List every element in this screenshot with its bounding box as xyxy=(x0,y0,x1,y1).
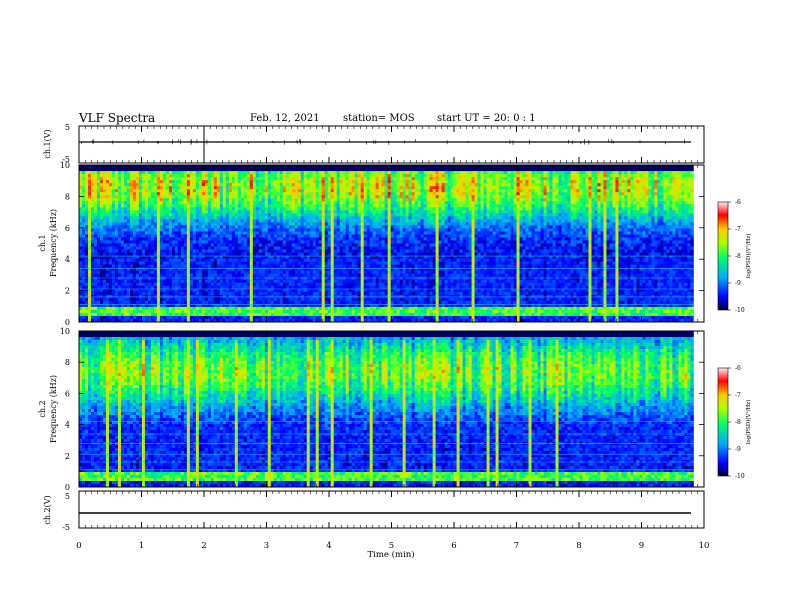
wf2-ylabel: ch.2(V) xyxy=(43,495,52,524)
wf1-ylabel: ch.1(V) xyxy=(43,129,52,158)
x-tick-label: 4 xyxy=(326,541,331,551)
panel-waveform-ch1: 5 -5 ch.1(V) xyxy=(43,123,704,164)
colorbar-ch2-ticks: -6 -7 -8 -9 -10 xyxy=(728,365,745,480)
colorbar-tick-label: -8 xyxy=(735,253,741,260)
x-tick-label: 7 xyxy=(514,541,519,551)
spec-ytick-label: 10 xyxy=(60,327,70,336)
spec2-ylabel-channel: ch.2 xyxy=(38,400,47,417)
panel-waveform-ch2: 5 -5 ch.2(V) xyxy=(43,491,704,532)
wf2-ytick-top: 5 xyxy=(65,492,70,501)
spec-ytick-label: 0 xyxy=(65,318,70,327)
colorbar-tick-label: -9 xyxy=(735,446,741,453)
colorbar-ch2 xyxy=(718,368,728,476)
spec-ytick-label: 8 xyxy=(65,358,70,367)
spec-ytick-label: 0 xyxy=(65,483,70,492)
x-tick-label: 1 xyxy=(139,541,144,551)
wf1-ytick-top: 5 xyxy=(65,123,70,132)
x-tick-label: 10 xyxy=(699,541,710,551)
colorbar-ch1 xyxy=(718,202,728,310)
spec-ytick-label: 10 xyxy=(60,161,70,170)
panel-spectrogram-ch2: 0 2 4 6 8 10 ch.2 Frequency (kHz) -6 -7 -8 -9 -10… xyxy=(38,327,752,492)
colorbar-tick-label: -6 xyxy=(735,365,741,372)
colorbar-ch1-label: log(PSD)(V²/Hz) xyxy=(745,234,752,279)
colorbar-tick-label: -7 xyxy=(735,226,741,233)
spec1-ylabel-channel: ch.1 xyxy=(38,234,47,251)
x-tick-label: 9 xyxy=(639,541,644,551)
spectrogram-ch2-image xyxy=(79,331,704,487)
wf2-ytick-bottom: -5 xyxy=(62,523,70,532)
colorbar-tick-label: -7 xyxy=(735,392,741,399)
spec-ytick-label: 6 xyxy=(65,224,70,233)
x-tick-label: 2 xyxy=(201,541,206,551)
colorbar-ch1-ticks: -6 -7 -8 -9 -10 xyxy=(728,199,745,314)
x-axis-label: Time (min) xyxy=(367,549,414,560)
x-tick-label: 8 xyxy=(576,541,581,551)
spec-ytick-label: 6 xyxy=(65,389,70,398)
colorbar-ch2-label: log(PSD)(V²/Hz) xyxy=(745,400,752,445)
spec-ytick-label: 8 xyxy=(65,192,70,201)
spec1-ylabel: Frequency (kHz) xyxy=(49,209,58,277)
spec-ytick-label: 2 xyxy=(65,452,70,461)
panel-spectrogram-ch1: 0 2 4 6 8 10 ch.1 Frequency (kHz) -6 -7 -8 -9 -10… xyxy=(38,161,752,327)
spec-ytick-label: 4 xyxy=(65,255,70,264)
spectrogram-ch1-image xyxy=(79,165,704,322)
colorbar-tick-label: -10 xyxy=(735,307,745,314)
x-tick-label: 0 xyxy=(76,541,81,551)
colorbar-tick-label: -9 xyxy=(735,280,741,287)
spec-ytick-label: 4 xyxy=(65,421,70,430)
colorbar-tick-label: -6 xyxy=(735,199,741,206)
x-tick-label: 6 xyxy=(451,541,456,551)
spec2-ylabel: Frequency (kHz) xyxy=(49,375,58,443)
x-tick-label: 3 xyxy=(264,541,269,551)
spec-ytick-label: 2 xyxy=(65,287,70,296)
colorbar-tick-label: -10 xyxy=(735,473,745,480)
colorbar-tick-label: -8 xyxy=(735,419,741,426)
